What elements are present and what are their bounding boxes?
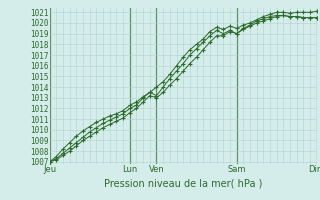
X-axis label: Pression niveau de la mer( hPa ): Pression niveau de la mer( hPa ): [104, 179, 262, 189]
